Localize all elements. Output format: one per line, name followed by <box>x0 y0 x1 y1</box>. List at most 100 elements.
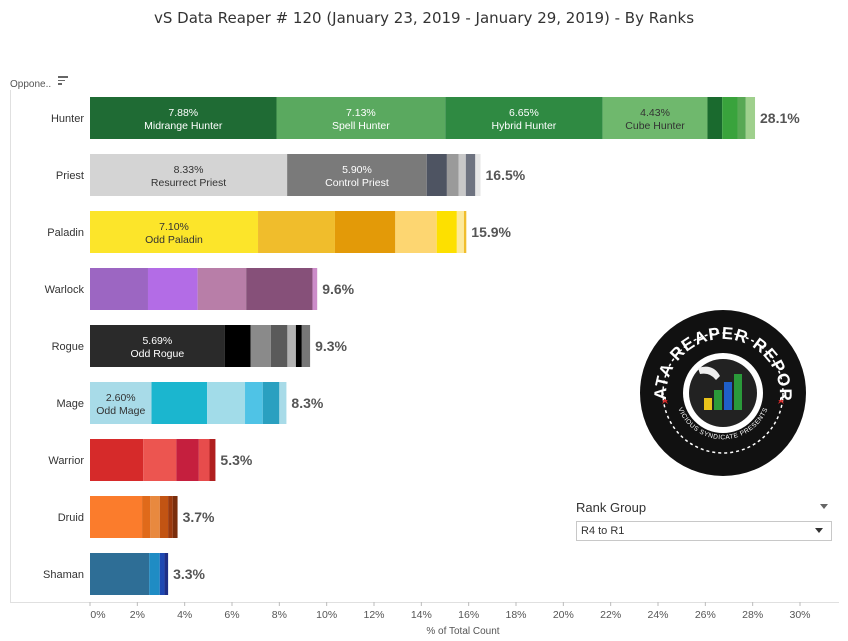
rank-group-select[interactable]: R4 to R1 <box>576 521 832 541</box>
class-label-priest: Priest <box>56 170 84 182</box>
x-axis-title: % of Total Count <box>426 626 499 637</box>
x-tick-label: 18% <box>505 609 526 621</box>
bar-segment-shaman-3[interactable] <box>164 553 169 595</box>
total-label-hunter: 28.1% <box>760 110 800 126</box>
bars-layer: Hunter 7.88%Midrange Hunter 7.13%Spell Hun… <box>43 97 800 595</box>
segment-value-label: 7.13% <box>346 107 376 119</box>
class-label-warrior: Warrior <box>48 455 84 467</box>
bar-segment-hunter-7[interactable] <box>745 97 756 139</box>
bar-segment-mage-1[interactable] <box>151 382 208 424</box>
bar-segment-rogue-0[interactable] <box>90 325 225 367</box>
x-tick-label: 16% <box>458 609 479 621</box>
x-tick-label: 0% <box>90 609 105 621</box>
total-label-priest: 16.5% <box>486 167 526 183</box>
data-reaper-report-logo: DATA REAPER REPORT VICIOUS SYNDICATE PRE… <box>638 308 806 476</box>
plot-frame <box>10 90 839 603</box>
bar-segment-shaman-1[interactable] <box>149 553 160 595</box>
bar-segment-mage-4[interactable] <box>262 382 280 424</box>
sort-icon[interactable] <box>58 76 68 86</box>
x-tick-label: 10% <box>316 609 337 621</box>
filter-menu-chevron-icon[interactable] <box>820 504 828 509</box>
bar-segment-priest-5[interactable] <box>465 154 476 196</box>
class-label-mage: Mage <box>56 398 84 410</box>
bar-segment-paladin-4[interactable] <box>436 211 457 253</box>
bar-segment-hunter-4[interactable] <box>707 97 723 139</box>
segment-archetype-label: Midrange Hunter <box>144 120 223 132</box>
bar-segment-priest-3[interactable] <box>446 154 459 196</box>
bar-segment-hunter-6[interactable] <box>737 97 746 139</box>
bar-segment-rogue-1[interactable] <box>224 325 251 367</box>
bar-segment-rogue-6[interactable] <box>301 325 311 367</box>
bar-segment-warlock-2[interactable] <box>197 268 247 310</box>
bar-segment-warlock-1[interactable] <box>147 268 198 310</box>
segment-value-label: 8.33% <box>174 164 204 176</box>
bar-segment-druid-3[interactable] <box>159 496 169 538</box>
bar-segment-warrior-0[interactable] <box>90 439 144 481</box>
bar-segment-mage-0[interactable] <box>90 382 152 424</box>
class-label-warlock: Warlock <box>45 284 85 296</box>
total-label-paladin: 15.9% <box>471 224 511 240</box>
bar-segment-priest-6[interactable] <box>475 154 481 196</box>
bar-segment-rogue-5[interactable] <box>295 325 302 367</box>
opponent-axis-label[interactable]: Oppone.. <box>10 79 52 90</box>
bar-segment-priest-1[interactable] <box>287 154 427 196</box>
bar-segment-shaman-0[interactable] <box>90 553 150 595</box>
bar-segment-paladin-3[interactable] <box>395 211 437 253</box>
total-label-mage: 8.3% <box>291 395 323 411</box>
bar-segment-mage-3[interactable] <box>245 382 263 424</box>
bar-segment-priest-4[interactable] <box>458 154 466 196</box>
bar-segment-druid-4[interactable] <box>168 496 173 538</box>
total-label-warrior: 5.3% <box>220 452 252 468</box>
bar-segment-hunter-2[interactable] <box>445 97 603 139</box>
chevron-down-icon[interactable] <box>815 528 823 533</box>
segment-archetype-label: Odd Paladin <box>145 234 203 246</box>
bar-segment-shaman-2[interactable] <box>159 553 165 595</box>
bar-segment-warlock-4[interactable] <box>312 268 318 310</box>
bar-segment-paladin-0[interactable] <box>90 211 259 253</box>
segment-value-label: 5.90% <box>342 164 372 176</box>
bar-segment-warrior-3[interactable] <box>198 439 210 481</box>
bar-segment-rogue-3[interactable] <box>270 325 288 367</box>
bar-segment-warrior-1[interactable] <box>143 439 177 481</box>
bar-segment-warrior-2[interactable] <box>176 439 199 481</box>
total-label-rogue: 9.3% <box>315 338 347 354</box>
bar-segment-rogue-4[interactable] <box>287 325 296 367</box>
x-tick-label: 30% <box>789 609 810 621</box>
bar-segment-warrior-4[interactable] <box>209 439 216 481</box>
x-tick-label: 24% <box>647 609 668 621</box>
class-label-rogue: Rogue <box>52 341 84 353</box>
bar-segment-druid-1[interactable] <box>142 496 151 538</box>
bar-segment-druid-2[interactable] <box>150 496 160 538</box>
bar-segment-druid-5[interactable] <box>172 496 178 538</box>
bar-segment-hunter-1[interactable] <box>276 97 446 139</box>
rank-group-title: Rank Group <box>576 500 647 515</box>
bar-segment-mage-5[interactable] <box>279 382 287 424</box>
bar-segment-hunter-3[interactable] <box>602 97 708 139</box>
x-tick-label: 20% <box>553 609 574 621</box>
bar-segment-hunter-5[interactable] <box>722 97 738 139</box>
segment-archetype-label: Control Priest <box>325 177 389 189</box>
class-label-hunter: Hunter <box>51 113 84 125</box>
total-label-warlock: 9.6% <box>322 281 354 297</box>
segment-value-label: 4.43% <box>640 107 670 119</box>
bar-segment-rogue-2[interactable] <box>250 325 271 367</box>
segment-archetype-label: Odd Rogue <box>130 348 184 360</box>
bar-segment-druid-0[interactable] <box>90 496 143 538</box>
bar-segment-priest-0[interactable] <box>90 154 288 196</box>
x-tick-label: 6% <box>224 609 239 621</box>
bar-segment-hunter-0[interactable] <box>90 97 277 139</box>
bar-segment-paladin-1[interactable] <box>258 211 335 253</box>
bar-segment-warlock-0[interactable] <box>90 268 148 310</box>
x-axis: 0% 2% 4% 6% 8% 10% 12% 14% 16% 18% 20% 22% 24% 26% 28%… <box>89 602 811 637</box>
bar-segment-paladin-2[interactable] <box>334 211 396 253</box>
bar-segment-paladin-5[interactable] <box>456 211 464 253</box>
x-tick-label: 12% <box>363 609 384 621</box>
segment-value-label: 2.60% <box>106 392 136 404</box>
segment-archetype-label: Odd Mage <box>96 405 145 417</box>
bar-segment-mage-2[interactable] <box>207 382 246 424</box>
segment-value-label: 5.69% <box>142 335 172 347</box>
bar-segment-paladin-6[interactable] <box>463 211 467 253</box>
bar-segment-warlock-3[interactable] <box>246 268 313 310</box>
bar-segment-priest-2[interactable] <box>426 154 447 196</box>
